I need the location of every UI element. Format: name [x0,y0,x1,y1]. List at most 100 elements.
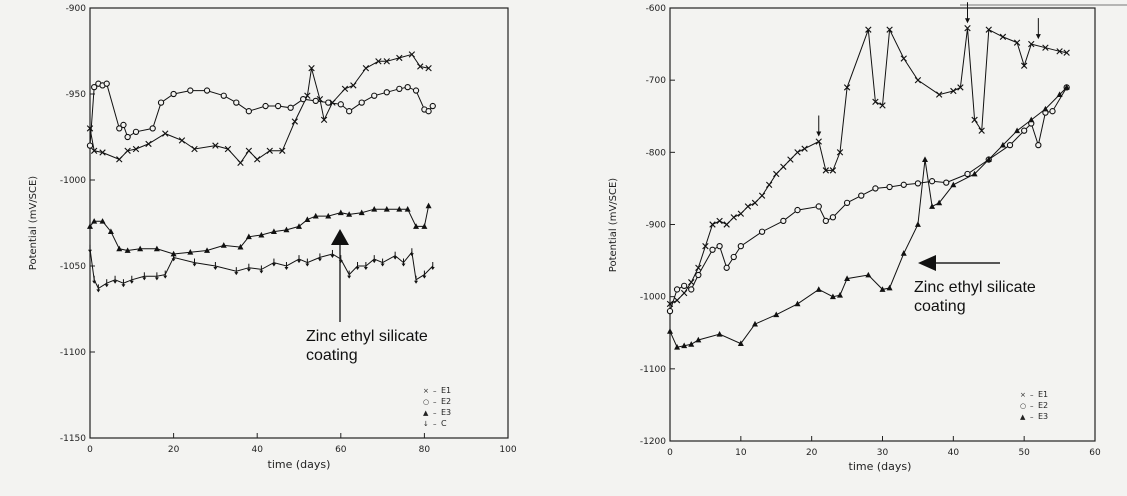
right-data-point-e1 [865,26,872,33]
right-data-point-e1 [815,138,822,145]
left-data-point-e1 [178,137,186,144]
right-data-point-e2 [758,228,766,235]
left-data-point-e3 [107,228,114,234]
left-data-point-e2 [91,83,98,91]
left-data-point-c [347,270,352,279]
right-data-point-e1 [999,33,1007,41]
right-data-point-e1 [737,210,745,217]
left-data-point-c [380,258,385,267]
right-x-tick-label: 20 [806,448,818,458]
right-data-point-e1 [964,25,971,32]
right-data-point-e2 [1049,108,1056,115]
left-legend-dash-e1: – [433,387,437,395]
right-legend-label-e2: E2 [1038,401,1048,410]
right-legend-symbol-e1: × [1020,391,1026,399]
left-data-point-c [142,272,147,281]
right-data-point-e2 [1006,141,1014,149]
left-data-point-e3 [137,245,144,252]
right-data-point-e2 [681,282,688,289]
right-data-point-e3 [716,330,723,337]
left-data-point-e3 [91,218,98,224]
left-data-point-e1 [320,116,328,123]
left-x-tick-label: 100 [499,445,516,455]
left-data-point-c [246,263,251,272]
right-legend: × – E1 ○ – E2 ▲ – E3 [1020,390,1048,421]
right-data-point-e1 [787,156,794,163]
right-data-point-e3 [794,300,801,307]
left-data-point-c [88,244,92,253]
left-data-point-e1 [375,58,382,65]
right-x-tick-label: 50 [1018,448,1030,458]
right-legend-symbol-e3: ▲ [1020,413,1026,421]
right-y-tick-label: -1200 [640,437,666,447]
right-data-point-e2 [695,271,702,279]
left-data-point-e2 [287,104,294,111]
left-data-point-e3 [270,228,277,234]
left-data-point-e1 [132,145,140,153]
right-data-point-e2 [730,253,737,261]
right-data-point-e2 [716,242,723,250]
left-data-point-e1 [417,63,424,70]
right-data-point-e3 [922,156,928,162]
right-data-point-e3 [900,250,907,256]
right-y-tick-label: -1100 [640,365,666,375]
right-data-point-e2 [794,206,801,214]
left-data-point-e2 [346,108,353,115]
right-data-point-e1 [950,87,957,95]
left-data-point-c [305,258,310,267]
left-data-point-c [96,284,101,293]
left-data-point-e2 [274,102,282,110]
left-data-point-e2 [312,97,319,105]
left-data-point-e2 [371,92,378,99]
left-y-axis-label: Potential (mV/SCE) [28,176,39,270]
left-data-point-e2 [203,87,211,94]
left-data-point-c [129,275,134,284]
left-data-point-e2 [149,125,156,132]
right-data-point-e1 [780,163,787,170]
right-data-point-e1 [879,102,886,109]
right-data-point-e3 [1028,116,1035,123]
right-data-point-e2 [666,307,674,315]
left-data-point-e3 [258,231,265,238]
right-data-point-e1 [1028,40,1035,48]
left-legend: × – E1 ○ – E2 ▲ – E3 ↓ – C [423,386,451,428]
right-y-tick-label: -800 [646,148,667,158]
left-data-point-e1 [124,147,131,154]
right-data-point-e1 [1020,62,1028,69]
right-data-point-e1 [886,26,893,33]
right-data-point-e3 [985,156,992,162]
right-data-point-e1 [836,149,844,156]
left-plot-frame [89,7,509,439]
right-data-point-e1 [872,98,879,106]
right-data-point-e3 [667,328,673,334]
right-data-point-e1 [957,84,964,91]
left-data-point-c [104,279,109,288]
left-data-point-e1 [279,147,286,154]
right-legend-dash-e2: – [1030,402,1034,410]
left-data-point-e2 [124,133,131,141]
left-data-point-c [409,248,414,257]
right-data-point-e1 [822,167,830,174]
left-data-point-c [163,270,168,279]
right-data-point-e1 [794,149,801,156]
left-data-point-e3 [421,223,428,229]
left-data-point-e2 [86,142,94,149]
left-data-point-c [422,270,427,279]
left-data-point-c [317,253,322,262]
right-x-tick-label: 60 [1089,448,1101,458]
right-data-point-e1 [1063,49,1070,56]
right-x-tick-label: 10 [735,448,747,458]
right-data-point-e2 [673,286,681,293]
left-data-point-e2 [132,128,140,135]
left-data-point-e1 [245,147,253,154]
right-data-point-e1 [673,297,681,304]
right-data-point-e3 [865,271,872,278]
right-data-point-e1 [900,55,907,62]
left-data-point-e3 [153,245,160,252]
right-data-point-e1 [843,84,851,91]
right-series-e2 [666,84,1070,315]
right-data-point-e3 [752,320,758,327]
right-series-group [666,25,1070,350]
right-data-point-e1 [773,170,780,178]
